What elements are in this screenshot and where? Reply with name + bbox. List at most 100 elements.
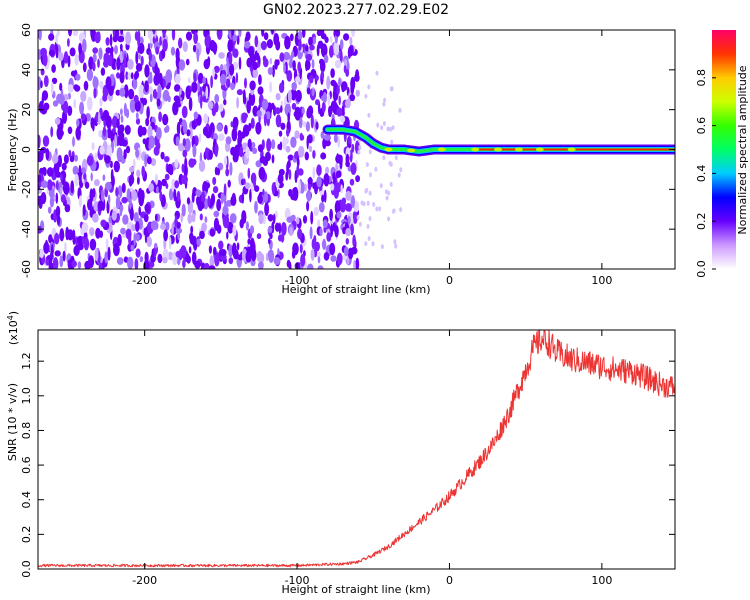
noise-blob bbox=[129, 99, 136, 113]
noise-blob bbox=[352, 234, 356, 248]
noise-blob bbox=[241, 192, 245, 204]
noise-blob bbox=[349, 178, 355, 186]
noise-blob bbox=[216, 167, 221, 176]
noise-blob bbox=[252, 68, 258, 79]
noise-blob bbox=[212, 67, 215, 79]
noise-blob bbox=[360, 200, 364, 206]
noise-blob bbox=[186, 197, 191, 205]
noise-blob bbox=[117, 133, 125, 147]
noise-blob bbox=[382, 155, 386, 161]
noise-blob bbox=[210, 75, 214, 89]
noise-blob bbox=[280, 122, 286, 130]
noise-blob bbox=[213, 210, 220, 218]
noise-blob bbox=[254, 200, 258, 214]
noise-blob bbox=[111, 210, 117, 221]
track-hotspot bbox=[494, 147, 503, 152]
noise-blob bbox=[91, 142, 95, 151]
noise-blob bbox=[135, 248, 141, 258]
noise-blob bbox=[95, 227, 101, 239]
noise-blob bbox=[180, 212, 183, 223]
noise-blob bbox=[103, 60, 109, 68]
noise-blob bbox=[154, 173, 159, 186]
noise-blob bbox=[125, 145, 131, 154]
noise-blob bbox=[193, 240, 198, 251]
noise-blob bbox=[207, 195, 211, 207]
noise-blob bbox=[173, 188, 177, 202]
noise-blob bbox=[298, 180, 301, 194]
noise-blob bbox=[272, 213, 276, 224]
noise-blob bbox=[150, 158, 157, 166]
noise-blob bbox=[82, 38, 87, 53]
noise-blob bbox=[340, 184, 343, 194]
noise-blob bbox=[134, 100, 141, 112]
noise-blob bbox=[133, 72, 138, 80]
noise-blob bbox=[241, 112, 248, 120]
noise-blob bbox=[367, 112, 371, 118]
noise-blob bbox=[125, 228, 132, 240]
noise-blob bbox=[38, 225, 42, 234]
noise-blob bbox=[69, 155, 75, 163]
noise-blob bbox=[197, 72, 204, 84]
noise-blob bbox=[273, 257, 281, 265]
noise-blob bbox=[144, 80, 149, 93]
noise-blob bbox=[315, 74, 319, 81]
noise-blob bbox=[182, 149, 188, 158]
noise-blob bbox=[345, 68, 350, 77]
noise-blob bbox=[134, 258, 139, 269]
noise-blob bbox=[100, 67, 106, 76]
noise-blob bbox=[41, 180, 48, 189]
snr-x-label: Height of straight line (km) bbox=[281, 583, 430, 596]
spectrogram-y-label: Frequency (Hz) bbox=[6, 109, 19, 192]
noise-blob bbox=[398, 107, 402, 113]
noise-blob bbox=[185, 58, 190, 66]
noise-blob bbox=[319, 227, 323, 237]
noise-blob bbox=[329, 242, 336, 256]
noise-blob bbox=[271, 182, 276, 195]
noise-blob bbox=[397, 172, 401, 178]
noise-blob bbox=[77, 235, 84, 245]
noise-blob bbox=[200, 191, 206, 204]
noise-blob bbox=[399, 207, 403, 213]
noise-blob bbox=[182, 138, 186, 147]
noise-blob bbox=[110, 46, 114, 54]
noise-blob bbox=[317, 265, 324, 269]
noise-blob bbox=[312, 150, 316, 159]
noise-blob bbox=[296, 216, 300, 225]
noise-blob bbox=[181, 163, 185, 173]
noise-blob bbox=[40, 106, 48, 115]
noise-blob bbox=[224, 124, 228, 135]
noise-blob bbox=[251, 141, 256, 149]
noise-blob bbox=[156, 98, 161, 107]
noise-blob bbox=[92, 213, 99, 223]
noise-blob bbox=[367, 84, 371, 90]
colorbar-tick-label: 0.2 bbox=[695, 212, 708, 230]
noise-blob bbox=[267, 67, 273, 76]
noise-blob bbox=[244, 41, 251, 49]
noise-blob bbox=[228, 257, 234, 265]
noise-blob bbox=[222, 214, 230, 229]
noise-blob bbox=[144, 204, 151, 214]
noise-blob bbox=[389, 126, 392, 132]
noise-blob bbox=[50, 81, 54, 95]
noise-blob bbox=[72, 229, 76, 239]
noise-blob bbox=[312, 166, 316, 179]
noise-blob bbox=[259, 155, 267, 164]
noise-blob bbox=[252, 61, 258, 71]
noise-blob bbox=[125, 108, 130, 119]
noise-blob bbox=[187, 213, 193, 224]
noise-blob bbox=[63, 154, 69, 164]
noise-blob bbox=[279, 52, 285, 62]
noise-blob bbox=[186, 129, 191, 137]
noise-blob bbox=[102, 126, 106, 137]
noise-blob bbox=[188, 97, 193, 112]
noise-blob bbox=[220, 249, 227, 257]
noise-blob bbox=[170, 46, 176, 56]
noise-blob bbox=[376, 122, 380, 128]
noise-blob bbox=[274, 107, 281, 115]
noise-blob bbox=[392, 208, 396, 214]
noise-blob bbox=[51, 243, 54, 258]
noise-blob bbox=[317, 256, 321, 264]
noise-blob bbox=[337, 135, 341, 148]
noise-blob bbox=[64, 242, 67, 254]
